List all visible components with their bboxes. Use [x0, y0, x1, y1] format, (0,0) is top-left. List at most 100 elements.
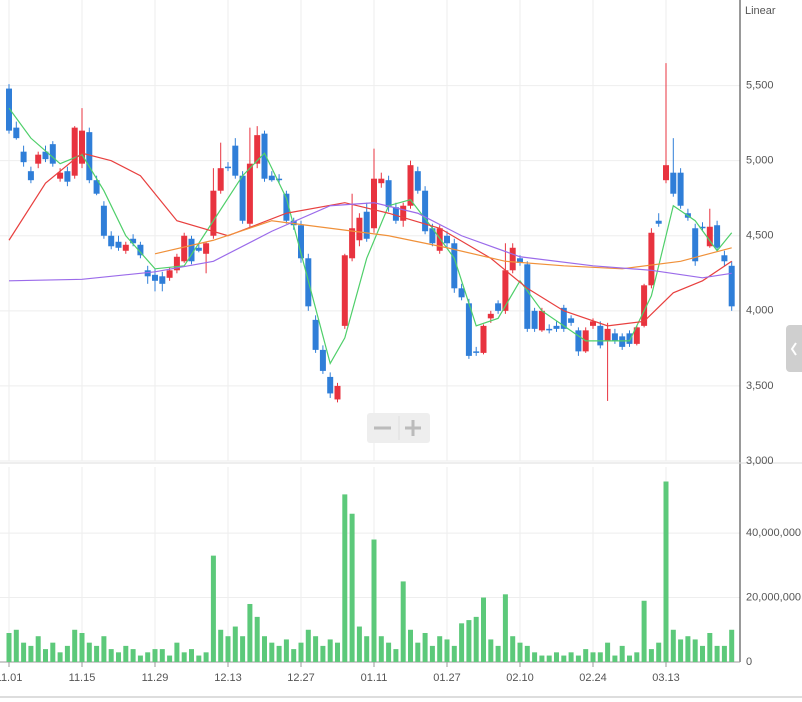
zoom-control[interactable]: [367, 413, 430, 443]
volume-bar: [298, 642, 304, 662]
candle-body: [246, 163, 253, 224]
candle-body: [108, 235, 115, 247]
volume-bar: [561, 655, 567, 662]
volume-bar: [510, 636, 516, 662]
y-tick-label: 3,500: [746, 380, 774, 392]
volume-bar: [335, 642, 340, 662]
volume-bar: [634, 652, 640, 662]
volume-bar: [532, 652, 538, 662]
candle-body: [349, 228, 356, 259]
volume-bar: [386, 642, 392, 662]
volume-bar: [597, 652, 603, 662]
candle-body: [692, 228, 699, 262]
candle-body: [487, 313, 494, 319]
candle-body: [641, 285, 648, 326]
candle-body: [699, 226, 706, 229]
volume-bar: [50, 642, 56, 662]
candle-body: [473, 351, 480, 353]
volume-bar: [495, 645, 501, 662]
volume-bar: [656, 642, 662, 662]
volume-bar: [444, 639, 450, 662]
candle-body: [195, 247, 202, 251]
candle-body: [451, 243, 458, 289]
candle-body: [35, 154, 42, 164]
candle-body: [217, 168, 224, 191]
volume-bar: [123, 645, 129, 662]
volume-bar: [137, 655, 143, 662]
volume-bar: [276, 645, 282, 662]
volume-bar: [174, 642, 180, 662]
candle-body: [444, 235, 450, 244]
volume-bar: [72, 629, 78, 662]
candle-body: [122, 244, 129, 251]
candle-body: [560, 307, 567, 329]
y-tick-label: 5,000: [746, 155, 774, 167]
candle-body: [115, 241, 122, 248]
volume-bar: [291, 649, 297, 662]
volume-bar: [605, 642, 611, 662]
volume-bar: [437, 636, 443, 662]
volume-bar: [451, 645, 457, 662]
volume-bar: [692, 639, 698, 662]
volume-bar: [393, 649, 399, 662]
volume-bar: [685, 636, 691, 662]
candle-body: [546, 328, 553, 331]
candle-body: [400, 205, 407, 221]
candle-body: [254, 135, 261, 164]
y2-tick-label: 40,000,000: [746, 527, 801, 539]
volume-bar: [670, 629, 676, 662]
x-tick-label: 02.24: [579, 672, 607, 684]
volume-bar: [502, 594, 508, 662]
volume-bar: [627, 655, 632, 662]
candle-body: [407, 165, 414, 206]
volume-bar: [371, 539, 377, 662]
x-tick-label: 03.13: [652, 672, 680, 684]
volume-bar: [167, 655, 173, 662]
volume-bar: [320, 645, 326, 662]
candle-body: [626, 333, 633, 344]
candle-body: [159, 276, 166, 284]
candle-body: [392, 207, 399, 221]
candle-body: [575, 330, 582, 352]
volume-bar: [700, 645, 705, 662]
volume-bar: [21, 642, 27, 662]
candle-body: [137, 244, 144, 256]
side-tab[interactable]: [786, 325, 802, 372]
candle-body: [721, 255, 728, 262]
volume-bar: [546, 655, 552, 662]
candle-body: [706, 226, 713, 247]
volume-bar: [400, 581, 406, 662]
x-tick-label: 02.10: [506, 672, 534, 684]
candle-body: [465, 303, 472, 356]
volume-bar: [648, 649, 654, 662]
candle-body: [79, 130, 85, 164]
candle-body: [553, 325, 560, 329]
volume-bar: [196, 655, 202, 662]
volume-bar: [86, 642, 92, 662]
volume-bar: [262, 636, 267, 662]
volume-bar: [422, 632, 428, 662]
candle-body: [239, 175, 246, 221]
volume-bar: [94, 645, 100, 662]
x-tick-label: 12.27: [287, 672, 315, 684]
candle-body: [538, 310, 545, 331]
candle-body: [144, 270, 151, 277]
candle-body: [597, 325, 604, 346]
volume-bar: [130, 649, 136, 662]
volume-bar: [189, 649, 194, 662]
candle-body: [181, 235, 188, 262]
candle-body: [371, 178, 377, 229]
volume-bar: [313, 636, 319, 662]
volume-bar: [28, 645, 34, 662]
candle-body: [663, 165, 669, 181]
x-tick-label: 11.01: [0, 672, 22, 684]
candle-body: [422, 190, 429, 232]
candle-body: [13, 127, 20, 139]
y-tick-label: 3,000: [746, 455, 774, 467]
y-tick-label: 5,500: [746, 79, 774, 91]
candle-body: [49, 144, 56, 164]
y-tick-label: 4,000: [746, 305, 774, 317]
volume-bar: [473, 616, 479, 662]
candle-body: [655, 220, 662, 224]
